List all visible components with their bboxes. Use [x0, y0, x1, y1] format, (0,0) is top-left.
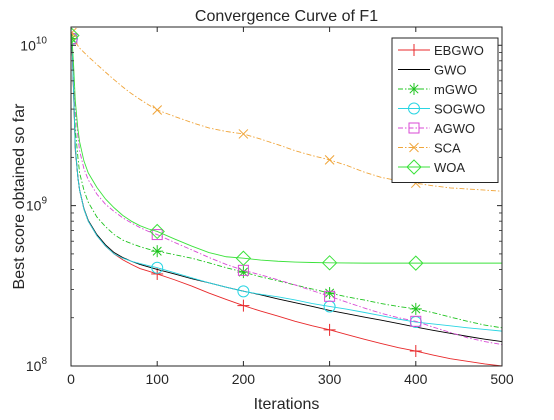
data-point-marker [323, 323, 336, 336]
legend-label: SOGWO [434, 102, 485, 117]
data-point-marker [152, 105, 163, 115]
chart-title: Convergence Curve of F1 [195, 8, 378, 25]
data-point-marker [151, 229, 163, 241]
series-line [71, 38, 502, 332]
data-point-marker [408, 83, 420, 95]
x-tick-label: 400 [404, 371, 428, 387]
data-point-marker [321, 255, 338, 271]
legend-entry: SOGWO [398, 102, 485, 117]
data-point-marker [408, 44, 420, 56]
x-tick-label: 100 [146, 371, 170, 387]
data-point-marker [408, 102, 420, 115]
legend-entry: AGWO [398, 121, 475, 136]
data-point-marker [151, 261, 164, 274]
series-line [71, 38, 502, 329]
legend-entry: WOA [398, 159, 465, 175]
legend-label: AGWO [434, 121, 475, 136]
legend-label: GWO [434, 63, 467, 78]
data-point-marker [410, 315, 422, 327]
data-point-marker [324, 290, 336, 302]
legend: EBGWO GWO mGWO SOGWO AGWO SCA WOA [391, 37, 499, 183]
data-point-marker [406, 159, 422, 175]
series-line [71, 35, 502, 264]
x-tick-label: 200 [232, 371, 256, 387]
data-point-marker [324, 154, 335, 165]
legend-box [391, 37, 499, 183]
legend-label: SCA [434, 141, 461, 156]
data-point-marker [235, 250, 252, 266]
data-point-marker [71, 27, 77, 38]
legend-label: WOA [434, 160, 465, 175]
legend-label: mGWO [434, 82, 477, 97]
ticks-layer: 0 100 200 300 400 500 108 109 1010 [20, 27, 514, 387]
legend-label: EBGWO [434, 43, 484, 58]
y-tick-label: 108 [26, 356, 48, 374]
x-axis-title: Iterations [254, 396, 320, 413]
series-agwo [71, 33, 502, 346]
legend-entry: mGWO [398, 82, 477, 97]
data-point-marker [71, 27, 80, 44]
y-tick-label: 1010 [20, 35, 47, 53]
data-point-marker [408, 122, 420, 134]
y-tick-label: 109 [26, 196, 48, 214]
x-tick-label: 500 [490, 371, 514, 387]
data-point-marker [151, 245, 164, 258]
data-point-marker [409, 302, 422, 315]
series-line [71, 32, 502, 192]
x-tick-label: 300 [318, 371, 342, 387]
data-point-marker [151, 267, 164, 280]
data-point-marker [149, 223, 165, 240]
series-line [71, 38, 502, 346]
x-tick-label: 0 [67, 371, 75, 387]
data-point-marker [237, 299, 250, 312]
data-point-marker [409, 345, 422, 358]
series-layer [71, 27, 502, 366]
y-axis-title: Best score obtained so far [11, 103, 28, 290]
legend-entry: SCA [398, 141, 461, 156]
data-point-marker [238, 129, 249, 139]
data-point-marker [408, 255, 424, 271]
series-woa [71, 27, 502, 271]
data-point-marker [237, 285, 250, 298]
data-point-marker [409, 142, 419, 153]
plot-frame [70, 26, 503, 367]
legend-entry: GWO [398, 63, 467, 78]
legend-entry: EBGWO [398, 43, 484, 58]
